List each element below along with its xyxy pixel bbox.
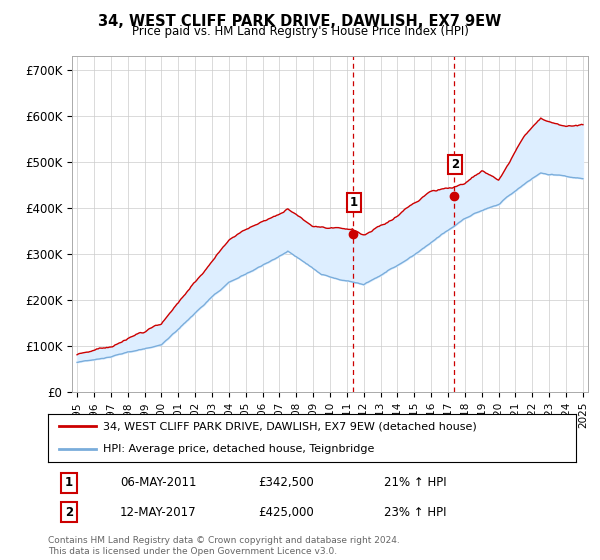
Text: £425,000: £425,000 [258, 506, 314, 519]
Text: 34, WEST CLIFF PARK DRIVE, DAWLISH, EX7 9EW (detached house): 34, WEST CLIFF PARK DRIVE, DAWLISH, EX7 … [103, 421, 477, 431]
Text: 23% ↑ HPI: 23% ↑ HPI [384, 506, 446, 519]
Text: 12-MAY-2017: 12-MAY-2017 [120, 506, 197, 519]
Text: Contains HM Land Registry data © Crown copyright and database right 2024.
This d: Contains HM Land Registry data © Crown c… [48, 536, 400, 556]
Text: HPI: Average price, detached house, Teignbridge: HPI: Average price, detached house, Teig… [103, 444, 375, 454]
Text: 2: 2 [451, 158, 459, 171]
Text: 1: 1 [65, 476, 73, 489]
Text: £342,500: £342,500 [258, 476, 314, 489]
Text: 1: 1 [350, 196, 358, 209]
Text: 21% ↑ HPI: 21% ↑ HPI [384, 476, 446, 489]
Text: Price paid vs. HM Land Registry's House Price Index (HPI): Price paid vs. HM Land Registry's House … [131, 25, 469, 38]
Text: 34, WEST CLIFF PARK DRIVE, DAWLISH, EX7 9EW: 34, WEST CLIFF PARK DRIVE, DAWLISH, EX7 … [98, 14, 502, 29]
Text: 06-MAY-2011: 06-MAY-2011 [120, 476, 197, 489]
Text: 2: 2 [65, 506, 73, 519]
